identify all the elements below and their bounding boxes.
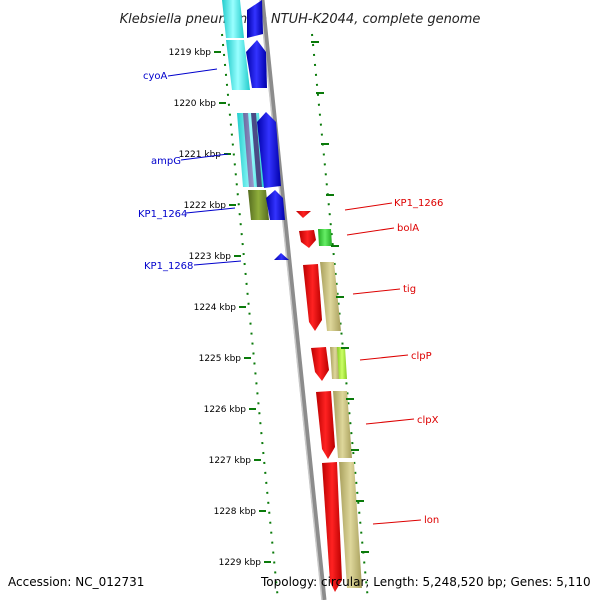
- label-leaders-minus: [167, 68, 242, 266]
- gene-features: [246, 0, 342, 592]
- gene-label-clpX[interactable]: clpX: [417, 415, 439, 426]
- tick-ring-outer: [311, 33, 369, 600]
- gene-arrow-lon[interactable]: [322, 462, 342, 592]
- gene-arrow-tig[interactable]: [303, 264, 322, 331]
- gene-arrow-KP1_1266[interactable]: [296, 211, 311, 218]
- tick-label: 1229 kbp: [219, 558, 262, 568]
- tick-label: 1222 kbp: [184, 201, 227, 211]
- tick-label: 1224 kbp: [194, 303, 237, 313]
- gene-label-clpP[interactable]: clpP: [411, 351, 432, 362]
- tick-label: 1226 kbp: [204, 405, 247, 415]
- tick-label: 1227 kbp: [209, 456, 252, 466]
- genome-summary-text: Topology: circular; Length: 5,248,520 bp…: [261, 575, 591, 589]
- gene-label-cyoA[interactable]: cyoA: [143, 71, 168, 82]
- label-leaders-plus: [344, 202, 422, 525]
- gene-arrow-clpP[interactable]: [311, 347, 329, 381]
- gene-label-bolA[interactable]: bolA: [397, 223, 419, 234]
- accession-text: Accession: NC_012731: [8, 575, 145, 589]
- gene-arrow-ampG[interactable]: [257, 112, 281, 188]
- tick-ring-inner: [221, 33, 279, 600]
- gene-arrow-clpX[interactable]: [316, 391, 335, 459]
- gene-arrow-KP1_1264[interactable]: [266, 190, 285, 220]
- gene-labels-minus: cyoA ampG KP1_1264 KP1_1268: [138, 71, 193, 272]
- gene-arrow-cyoA[interactable]: [247, 0, 263, 38]
- map-title: Klebsiella pneumoniae NTUH-K2044, comple…: [120, 12, 481, 27]
- tick-label: 1220 kbp: [174, 99, 217, 109]
- genome-backbone: [259, 0, 327, 600]
- gene-label-tig[interactable]: tig: [403, 284, 416, 295]
- gene-arrow-bolA[interactable]: [299, 230, 316, 248]
- gene-label-KP1_1268[interactable]: KP1_1268: [144, 261, 193, 272]
- gene-arrow-cyoA-2[interactable]: [246, 40, 267, 88]
- tick-label: 1221 kbp: [179, 150, 222, 160]
- cog-track-plus: [318, 229, 362, 588]
- tick-label: 1228 kbp: [214, 507, 257, 517]
- gene-label-KP1_1264[interactable]: KP1_1264: [138, 209, 187, 220]
- cog-track-minus: [222, 0, 269, 220]
- gene-labels-plus: KP1_1266 bolA tig clpP clpX lon: [394, 198, 443, 526]
- gene-label-KP1_1266[interactable]: KP1_1266: [394, 198, 443, 209]
- tick-label: 1219 kbp: [169, 48, 212, 58]
- tick-label: 1223 kbp: [189, 252, 232, 262]
- gene-label-lon[interactable]: lon: [424, 515, 439, 526]
- gene-label-ampG[interactable]: ampG: [151, 156, 181, 167]
- gene-arrow-KP1_1268[interactable]: [274, 253, 289, 260]
- tick-label: 1225 kbp: [199, 354, 242, 364]
